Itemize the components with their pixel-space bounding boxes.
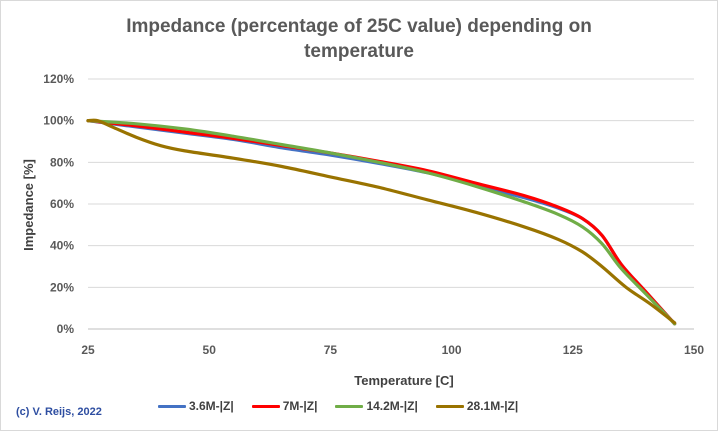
series-line-2 — [86, 119, 677, 326]
legend-item-3: 14.2M-|Z| — [335, 399, 418, 413]
series-line-4 — [86, 118, 677, 325]
x-tick-label: 100 — [442, 343, 462, 357]
y-tick-label: 60% — [50, 197, 74, 211]
x-tick-label: 25 — [81, 343, 95, 357]
y-tick-label: 20% — [50, 280, 74, 294]
legend-label: 7M-|Z| — [282, 399, 318, 413]
legend: 3.6M-|Z| 7M-|Z| 14.2M-|Z| 28.1M-|Z| — [158, 399, 518, 413]
copyright-credit: (c) V. Reijs, 2022 — [16, 406, 102, 418]
legend-swatch — [435, 404, 464, 408]
legend-item-1: 3.6M-|Z| — [158, 399, 234, 413]
y-tick-label: 0% — [57, 322, 75, 336]
legend-label: 28.1M-|Z| — [466, 399, 519, 413]
y-tick-label: 120% — [43, 72, 74, 86]
chart-title-line2: temperature — [304, 41, 414, 62]
legend-label: 3.6M-|Z| — [189, 399, 234, 413]
y-tick-label: 40% — [50, 239, 74, 253]
x-axis-label: Temperature [C] — [354, 373, 453, 388]
legend-swatch — [335, 404, 364, 408]
x-tick-label: 125 — [563, 343, 583, 357]
x-tick-label: 75 — [324, 343, 338, 357]
series-line-3 — [86, 119, 677, 326]
y-tick-label: 80% — [50, 155, 74, 169]
legend-swatch — [158, 404, 186, 408]
chart-title: Impedance (percentage of 25C value) depe… — [0, 14, 718, 64]
x-tick-label: 150 — [684, 343, 704, 357]
chart-title-line1: Impedance (percentage of 25C value) depe… — [126, 16, 592, 37]
legend-label: 14.2M-|Z| — [366, 399, 418, 413]
y-axis-label: Impedance [%] — [21, 159, 36, 251]
x-tick-label: 50 — [203, 343, 217, 357]
legend-swatch — [251, 404, 280, 408]
legend-item-4: 28.1M-|Z| — [435, 399, 519, 413]
legend-item-2: 7M-|Z| — [251, 399, 318, 413]
y-tick-label: 100% — [43, 114, 74, 128]
